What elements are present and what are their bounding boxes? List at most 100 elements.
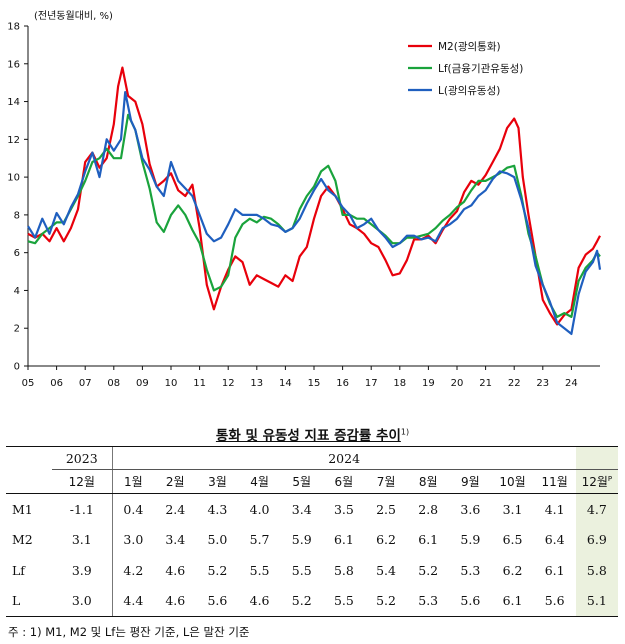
table-title-text: 통화 및 유동성 지표 증감률 추이 [215,428,401,444]
table-cell: 0.4 [111,493,155,525]
table-cell: 3.9 [71,562,92,578]
table-cell: -1.1 [69,501,94,517]
x-tick-label: 09 [136,378,149,389]
table-row: M2 3.1 3.0 3.4 5.0 5.7 5.9 6.1 6.2 6.1 5.9 6.5 6.4 6.… [6,524,618,555]
table-cell: 5.2 [280,585,323,617]
table-cell: 6.2 [502,562,523,578]
table-cell: 6.2 [376,532,396,548]
x-tick-label: 19 [422,378,435,389]
table-cell: 3.0 [52,585,113,617]
table-cell: 5.2 [418,562,439,578]
month-header-label: 8월 [418,475,438,489]
table-row: Lf 3.9 4.2 4.6 5.2 5.5 5.5 5.8 5.4 5.2 5.3 6.2 6.1 5.… [6,555,618,586]
month-header-label: 6월 [334,475,354,489]
table-cell: 5.3 [460,562,481,578]
y-tick-label: 4 [14,286,20,297]
table-cell: 5.8 [575,555,618,586]
legend-label-1: Lf(금융기관유동성) [438,63,523,75]
table-cell: 3.0 [111,524,155,555]
y-tick-label: 0 [14,362,20,373]
month-header-cell: 8월 [407,469,450,494]
year-header-row: 2023 2024 [6,447,618,470]
table-cell: 6.1 [544,562,565,578]
table-top-rule [6,446,618,447]
y-tick-label: 14 [7,97,20,108]
x-tick-label: 12 [222,378,235,389]
table-body: M1 -1.1 0.4 2.4 4.3 4.0 3.4 3.5 2.5 2.8 3.6 3.1 4.1 4… [6,493,618,617]
table-cell: 5.6 [533,585,576,617]
preliminary-mark: P [607,475,613,483]
x-tick-label: 24 [565,378,578,389]
table-cell: 5.9 [460,532,481,548]
month-header-cell: 6월 [322,469,365,494]
x-tick-label: 08 [107,378,120,389]
month-header-label: 10월 [499,475,526,489]
row-label: L [6,585,53,617]
table-cell: 5.6 [196,585,239,617]
row-label: Lf [12,562,25,578]
month-header-label: 2월 [165,475,185,489]
table-cell: 5.9 [291,532,312,548]
table-row: L 3.0 4.4 4.6 5.6 4.6 5.2 5.5 5.2 5.3 5.6 6.1 5.6 5.1 [6,585,618,617]
month-header-label: 3월 [208,475,227,489]
x-tick-label: 13 [250,378,263,389]
table-cell: 6.1 [418,532,439,548]
y-tick-label: 8 [14,210,20,221]
y-tick-label: 16 [7,59,20,70]
table-cell: 6.1 [491,585,534,617]
x-tick-label: 18 [393,378,406,389]
table-cell: 2.4 [165,501,186,517]
table-cell: 5.1 [575,585,618,617]
table-cell: 6.5 [502,532,523,548]
month-header-cell: 11월 [533,469,576,494]
x-tick-label: 23 [536,378,549,389]
x-tick-label: 07 [79,378,92,389]
series-lines [27,66,602,335]
table-cell: 4.0 [249,501,270,517]
year-2024: 2024 [111,447,576,470]
table-cell: 6.4 [544,532,565,548]
table-cell: 3.1 [502,501,523,517]
stats-table: 2023 2024 12월 1월 2월 3월 4월 5월 6월 7월 8월 9월 10월 11월 12월… [6,446,618,617]
x-tick-label: 21 [479,378,492,389]
month-header-corner [6,469,53,494]
table-cell: 5.4 [376,562,396,578]
table-cell: 4.7 [575,493,618,525]
table-cell: 2.5 [376,501,396,517]
legend-label-2: L(광의유동성) [438,85,500,97]
table-cell: 5.2 [207,562,228,578]
series-line-0 [27,66,601,326]
y-tick-label: 18 [7,22,20,33]
table-title-footnote-mark: 1) [400,427,410,437]
table-cell: 5.3 [407,585,450,617]
table-cell: 5.8 [333,562,354,578]
month-header-label: 7월 [376,475,396,489]
x-tick-label: 20 [451,378,464,389]
x-tick-label: 10 [165,378,178,389]
table-row: M1 -1.1 0.4 2.4 4.3 4.0 3.4 3.5 2.5 2.8 3.6 3.1 4.1 4… [6,493,618,525]
x-tick-label: 11 [193,378,206,389]
month-header-label: 9월 [461,475,480,489]
month-header-label: 5월 [292,475,312,489]
table-cell: 3.5 [333,501,354,517]
year-2024-last-cell [575,447,618,470]
month-header-label: 12월 [68,475,95,489]
series-line-1 [27,113,601,318]
chart: (전년동월대비, %) 0 2 4 6 8 10 12 14 16 18 05 06 07 08 09 10 1… [7,10,602,389]
month-header-cell: 9월 [449,469,492,494]
table-cell: 4.6 [238,585,281,617]
table-cell: 5.5 [322,585,365,617]
chart-legend: M2(광의통화) Lf(금융기관유동성) L(광의유동성) [408,41,523,97]
x-tick-label: 05 [22,378,35,389]
month-header-cell: 7월 [364,469,408,494]
y-tick-label: 12 [7,135,20,146]
table-title: 통화 및 유동성 지표 증감률 추이1) [0,424,625,445]
table-cell: 5.7 [249,532,270,548]
table-cell: 5.0 [207,532,228,548]
series-line-2 [27,91,602,335]
table-cell: 5.6 [449,585,492,617]
year-2023: 2023 [52,447,113,470]
table-cell: 6.9 [575,524,618,555]
table-cell: 6.1 [333,532,354,548]
